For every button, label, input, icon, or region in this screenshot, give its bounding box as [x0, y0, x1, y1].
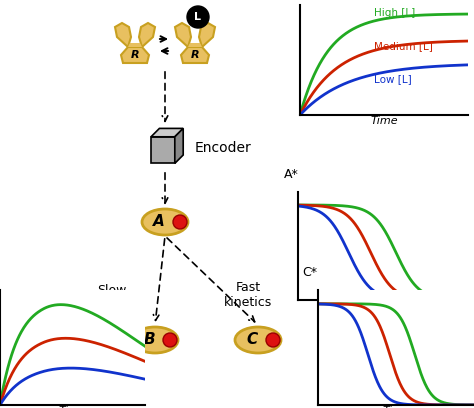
Text: L: L	[194, 12, 201, 22]
Ellipse shape	[142, 209, 188, 235]
Polygon shape	[151, 137, 175, 163]
Polygon shape	[181, 47, 209, 63]
X-axis label: Time: Time	[59, 406, 86, 408]
Text: Medium [L]: Medium [L]	[374, 41, 433, 51]
Text: High [L]: High [L]	[374, 8, 415, 18]
Text: Encoder: Encoder	[195, 141, 252, 155]
Text: Low [L]: Low [L]	[374, 74, 412, 84]
Ellipse shape	[132, 327, 178, 353]
Polygon shape	[175, 129, 183, 163]
Polygon shape	[151, 129, 183, 137]
Polygon shape	[121, 47, 149, 63]
Circle shape	[173, 215, 187, 229]
Text: C: C	[246, 333, 258, 348]
Text: B: B	[143, 333, 155, 348]
Polygon shape	[115, 23, 131, 47]
Polygon shape	[128, 43, 142, 47]
Polygon shape	[199, 23, 215, 47]
X-axis label: Time: Time	[363, 302, 391, 311]
Polygon shape	[139, 23, 155, 47]
Polygon shape	[175, 23, 191, 47]
Text: Slow
kinetics: Slow kinetics	[88, 284, 136, 312]
Circle shape	[163, 333, 177, 347]
Text: A: A	[153, 215, 165, 229]
Polygon shape	[188, 43, 202, 47]
X-axis label: Time: Time	[382, 406, 410, 408]
Circle shape	[187, 6, 209, 28]
Text: A*: A*	[284, 168, 299, 181]
Text: Fast
kinetics: Fast kinetics	[224, 281, 272, 309]
X-axis label: Time: Time	[370, 116, 398, 126]
Text: R: R	[191, 50, 199, 60]
Text: R: R	[131, 50, 139, 60]
Text: C*: C*	[302, 266, 318, 279]
Circle shape	[266, 333, 280, 347]
Ellipse shape	[235, 327, 281, 353]
